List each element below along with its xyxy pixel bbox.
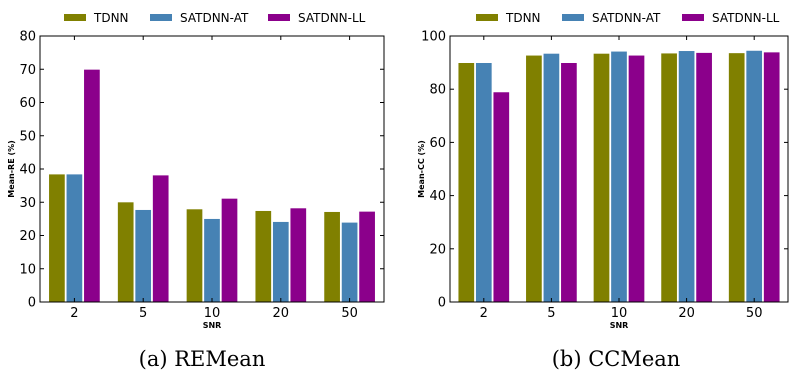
legend-label-satdnn-ll: SATDNN-LL	[298, 11, 366, 25]
y-tick-label: 40	[429, 189, 446, 204]
y-tick-label: 100	[421, 30, 446, 45]
x-tick-label: 50	[341, 306, 358, 321]
y-axis-label-remean: Mean-RE (%)	[7, 140, 16, 198]
bar-ccmean-tdnn-50	[728, 52, 746, 303]
x-tick-label: 5	[139, 306, 147, 321]
x-tick-label: 20	[678, 306, 695, 321]
legend-swatch-satdnn-at	[150, 14, 172, 21]
caption-ccmean: (b) CCMean	[552, 347, 681, 371]
x-tick-label: 5	[547, 306, 555, 321]
legend-label-satdnn-at: SATDNN-AT	[180, 11, 249, 25]
bar-remean-satdnn-at-5	[134, 209, 152, 303]
bar-remean-satdnn-ll-20	[289, 207, 307, 303]
legend-label-satdnn-at: SATDNN-AT	[592, 11, 661, 25]
bar-remean-satdnn-at-2	[65, 173, 84, 303]
y-tick-label: 70	[19, 63, 36, 78]
x-tick-label: 2	[70, 306, 78, 321]
bar-ccmean-tdnn-10	[592, 52, 611, 303]
bar-ccmean-satdnn-ll-10	[627, 54, 646, 303]
bar-ccmean-tdnn-5	[525, 54, 543, 303]
legend-label-satdnn-ll: SATDNN-LL	[712, 11, 780, 25]
y-axis-label-ccmean: Mean-CC (%)	[417, 140, 426, 198]
bar-ccmean-satdnn-at-20	[677, 50, 696, 303]
bar-remean-satdnn-at-10	[203, 218, 221, 303]
x-axis-label-remean: SNR	[203, 321, 222, 330]
y-tick-label: 60	[429, 136, 446, 151]
bar-ccmean-satdnn-ll-20	[695, 52, 713, 303]
legend-swatch-satdnn-ll	[682, 14, 704, 21]
bars-ccmean	[457, 49, 781, 303]
bar-remean-tdnn-20	[254, 210, 272, 303]
y-tick-label: 50	[19, 129, 36, 144]
y-tick-label: 0	[28, 296, 36, 311]
legend-swatch-satdnn-at	[562, 14, 584, 21]
x-axis-remean: 2 5 10 20 50	[70, 36, 358, 321]
y-axis-ccmean: 0 20 40 60 80 100	[421, 30, 788, 311]
y-tick-label: 20	[19, 229, 36, 244]
x-tick-label: 20	[273, 306, 290, 321]
caption-remean: (a) REMean	[139, 347, 266, 371]
y-tick-label: 40	[19, 163, 36, 178]
x-tick-label: 10	[611, 306, 628, 321]
y-tick-label: 80	[19, 30, 36, 45]
panel-ccmean: TDNN SATDNN-AT SATDNN-LL 0 20 40 60 80 100 2 5 10…	[417, 11, 789, 371]
x-axis-ccmean: 2 5 10 20 50	[480, 36, 763, 321]
x-tick-label: 10	[204, 306, 221, 321]
bar-ccmean-satdnn-ll-2	[492, 91, 510, 303]
bar-ccmean-satdnn-at-50	[745, 49, 763, 303]
bar-remean-satdnn-at-50	[340, 221, 359, 303]
y-tick-label: 10	[19, 262, 36, 277]
legend-ccmean: TDNN SATDNN-AT SATDNN-LL	[476, 11, 780, 25]
y-axis-remean: 0 10 20 30 40 50 60 70 80	[19, 30, 384, 311]
x-tick-label: 50	[746, 306, 763, 321]
legend-swatch-tdnn	[64, 14, 86, 21]
bar-remean-satdnn-at-20	[272, 221, 290, 303]
legend-label-tdnn: TDNN	[93, 11, 129, 25]
bar-remean-satdnn-ll-10	[220, 197, 239, 303]
bars-remean	[48, 68, 376, 303]
bar-remean-tdnn-50	[323, 211, 341, 303]
bar-remean-satdnn-ll-5	[152, 174, 170, 303]
y-tick-label: 80	[429, 83, 446, 98]
panel-remean: TDNN SATDNN-AT SATDNN-LL 0 10 20 30 40 50 60 70 80…	[7, 11, 385, 371]
y-tick-label: 60	[19, 96, 36, 111]
bar-ccmean-tdnn-20	[660, 52, 678, 303]
x-axis-label-ccmean: SNR	[610, 321, 629, 330]
bar-remean-satdnn-ll-50	[358, 210, 376, 303]
bar-remean-satdnn-ll-2	[83, 68, 101, 303]
bar-ccmean-satdnn-ll-5	[560, 62, 578, 303]
y-tick-label: 30	[19, 196, 36, 211]
bar-remean-tdnn-5	[117, 201, 135, 303]
bar-ccmean-satdnn-ll-50	[763, 51, 781, 303]
legend-swatch-satdnn-ll	[268, 14, 290, 21]
bar-remean-tdnn-2	[48, 173, 66, 303]
bar-ccmean-satdnn-at-2	[475, 62, 493, 303]
bar-ccmean-tdnn-2	[457, 62, 475, 303]
y-tick-label: 20	[429, 242, 446, 257]
bar-ccmean-satdnn-at-5	[542, 52, 561, 303]
legend-label-tdnn: TDNN	[505, 11, 541, 25]
legend-remean: TDNN SATDNN-AT SATDNN-LL	[64, 11, 366, 25]
y-tick-label: 0	[438, 296, 446, 311]
x-tick-label: 2	[480, 306, 488, 321]
bar-ccmean-satdnn-at-10	[610, 50, 628, 303]
legend-swatch-tdnn	[476, 14, 498, 21]
bar-remean-tdnn-10	[185, 208, 204, 303]
